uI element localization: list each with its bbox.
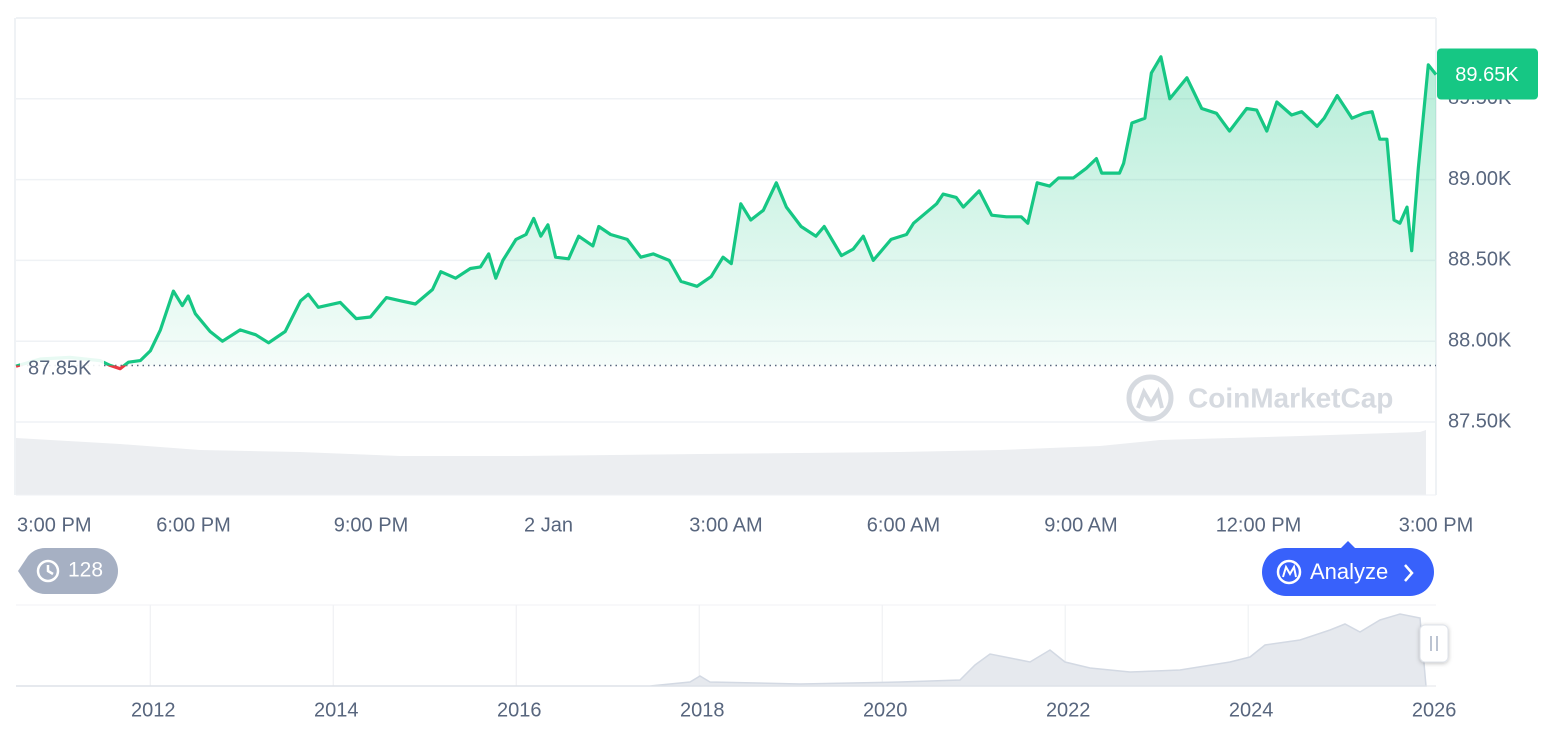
x-tick-label: 3:00 PM xyxy=(1399,514,1473,536)
volume-area xyxy=(16,430,1426,495)
x-tick-label: 3:00 AM xyxy=(689,514,762,536)
reference-label: 87.85K xyxy=(28,358,92,380)
navigator-handle[interactable] xyxy=(1419,624,1449,663)
y-tick-label: 87.50K xyxy=(1448,410,1512,432)
navigator: 2012 2014 2016 2018 2020 2022 2024 2026 xyxy=(131,605,1456,721)
navigator-tick-label: 2020 xyxy=(863,699,908,721)
watermark-text: CoinMarketCap xyxy=(1188,382,1393,413)
navigator-tick-label: 2014 xyxy=(314,699,359,721)
price-area xyxy=(16,56,1436,369)
navigator-tick-label: 2016 xyxy=(497,699,542,721)
x-tick-label: 12:00 PM xyxy=(1216,514,1302,536)
navigator-tick-label: 2012 xyxy=(131,699,176,721)
y-tick-label: 89.00K xyxy=(1448,168,1512,190)
navigator-tick-label: 2018 xyxy=(680,699,725,721)
last-price-badge xyxy=(1437,48,1538,100)
x-tick-label: 6:00 PM xyxy=(156,514,230,536)
watermark: CoinMarketCap xyxy=(1126,374,1393,422)
reference-label-bg xyxy=(20,352,104,379)
x-tick-label: 6:00 AM xyxy=(867,514,940,536)
badge-count: 128 xyxy=(68,559,103,582)
history-badge[interactable]: 128 xyxy=(18,548,118,594)
y-tick-label: 88.00K xyxy=(1448,329,1512,351)
analyze-label: Analyze xyxy=(1310,559,1388,584)
navigator-area xyxy=(16,613,1427,687)
navigator-tick-label: 2024 xyxy=(1229,699,1274,721)
navigator-tick-label: 2022 xyxy=(1046,699,1091,721)
plot xyxy=(15,55,1438,371)
x-tick-label: 9:00 AM xyxy=(1044,514,1117,536)
x-tick-label: 9:00 PM xyxy=(334,514,408,536)
price-line xyxy=(15,55,1438,371)
y-tick-label: 88.50K xyxy=(1448,249,1512,271)
x-tick-label: 3:00 PM xyxy=(17,514,91,536)
navigator-tick-label: 2026 xyxy=(1412,699,1457,721)
last-price-label: 89.65K xyxy=(1455,64,1519,86)
x-tick-label: 2 Jan xyxy=(524,514,573,536)
analyze-button[interactable]: Analyze xyxy=(1262,541,1434,596)
